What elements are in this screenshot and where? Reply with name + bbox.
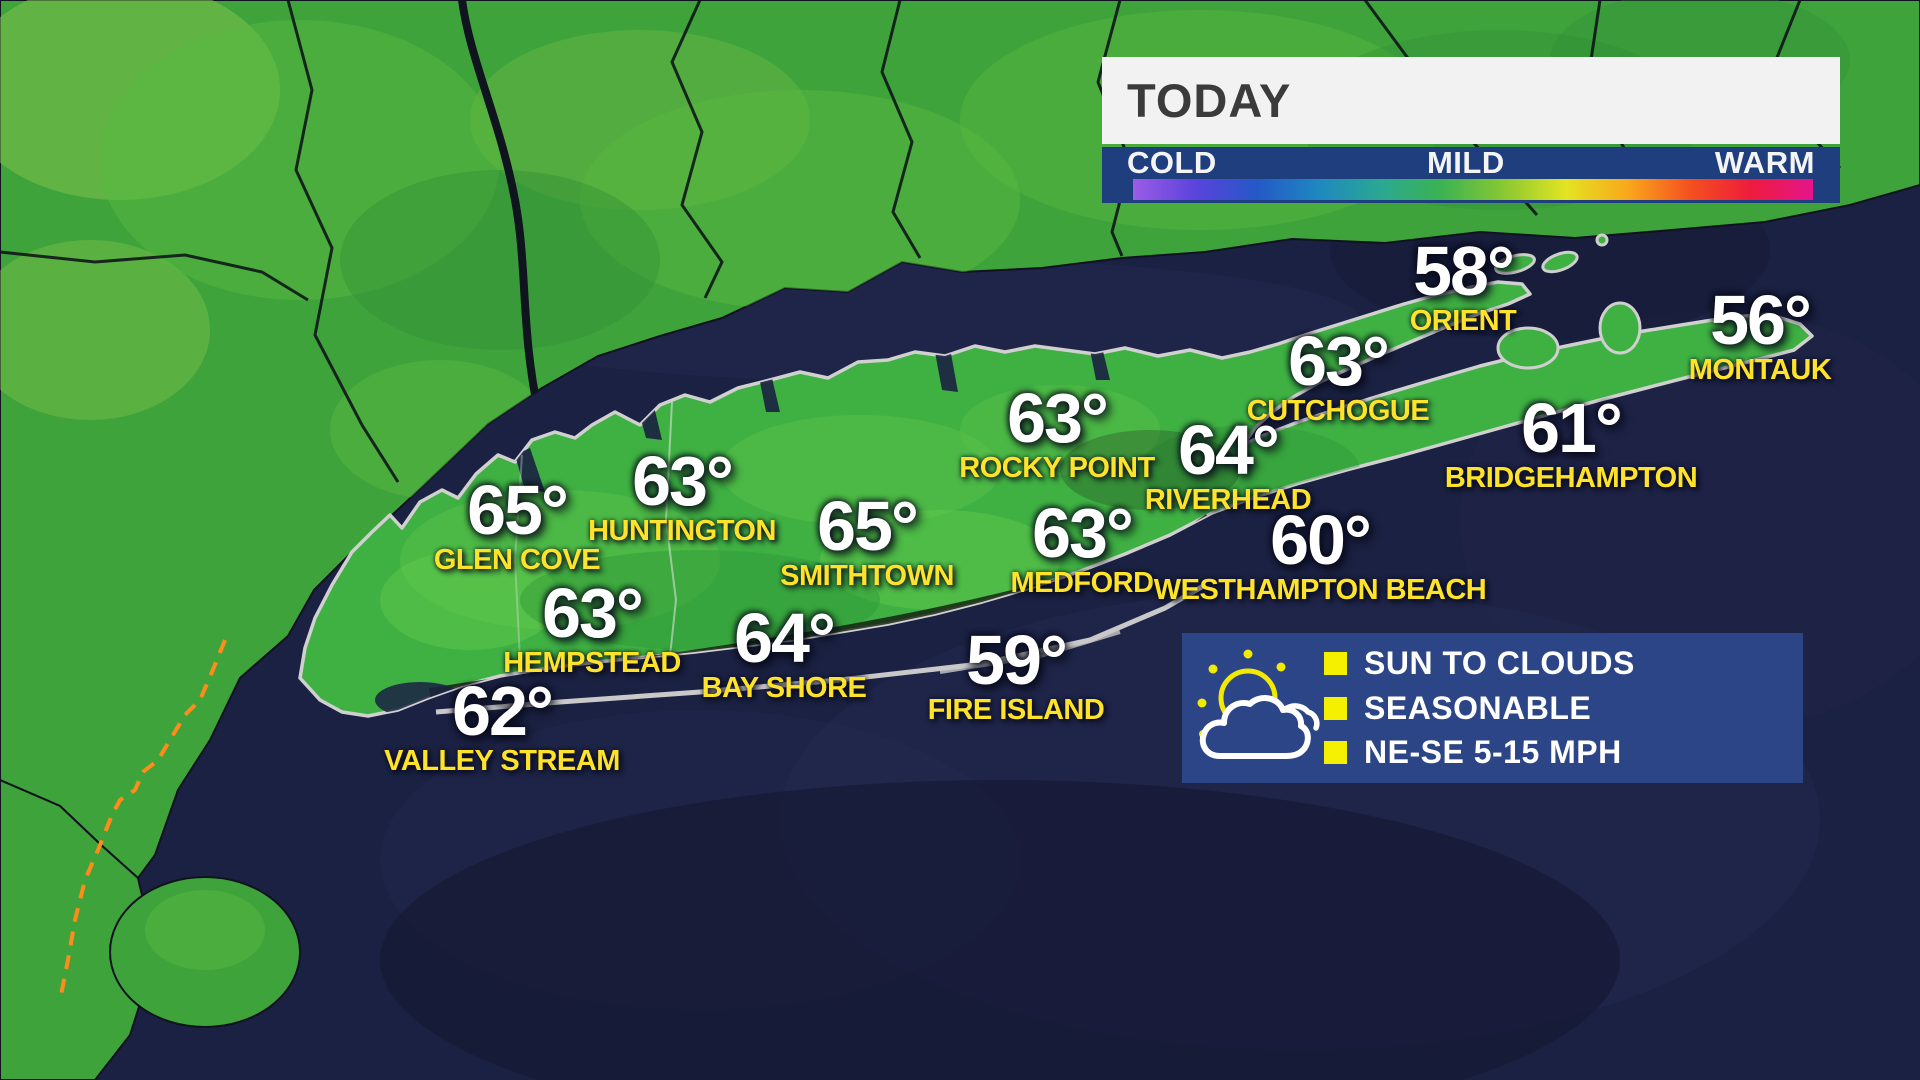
forecast-row: SEASONABLE — [1324, 690, 1795, 727]
forecast-items: SUN TO CLOUDS SEASONABLE NE-SE 5-15 MPH — [1324, 645, 1795, 771]
station-westhampton-beach: 60° WESTHAMPTON BEACH — [1153, 501, 1487, 607]
city-name: BAY SHORE — [701, 672, 867, 705]
state-boundary-orange-line — [58, 639, 227, 1001]
scale-label-warm: WARM — [1714, 145, 1815, 180]
forecast-row: SUN TO CLOUDS — [1324, 645, 1795, 682]
station-orient: 58° ORIENT — [1409, 232, 1517, 338]
temperature-value: 63° — [1288, 322, 1390, 400]
scale-label-cold: COLD — [1127, 145, 1217, 180]
station-rocky-point: 63° ROCKY POINT — [959, 379, 1155, 485]
temperature-value: 63° — [632, 442, 734, 520]
page-title: TODAY — [1127, 74, 1292, 127]
temperature-value: 59° — [966, 621, 1068, 699]
city-name: BRIDGEHAMPTON — [1444, 462, 1698, 495]
city-name: MEDFORD — [1010, 567, 1154, 600]
temperature-value: 65° — [467, 471, 569, 549]
station-huntington: 63° HUNTINGTON — [588, 442, 776, 548]
station-montauk: 56° MONTAUK — [1688, 281, 1832, 387]
temperature-value: 56° — [1710, 281, 1812, 359]
city-name: ORIENT — [1409, 305, 1517, 338]
temperature-gradient-strip — [1133, 179, 1813, 200]
forecast-text: SEASONABLE — [1364, 689, 1592, 726]
station-bay-shore: 64° BAY SHORE — [701, 599, 867, 705]
temperature-value: 65° — [817, 487, 919, 565]
city-name: FIRE ISLAND — [927, 694, 1105, 727]
city-name: CUTCHOGUE — [1246, 395, 1430, 428]
station-riverhead: 64° RIVERHEAD — [1144, 411, 1312, 517]
bullet-square-icon — [1324, 652, 1347, 675]
city-name: WESTHAMPTON BEACH — [1153, 574, 1487, 607]
temperature-value: 64° — [734, 599, 836, 677]
forecast-summary-box: SUN TO CLOUDS SEASONABLE NE-SE 5-15 MPH — [1182, 633, 1803, 783]
city-name: MONTAUK — [1688, 354, 1832, 387]
forecast-row: NE-SE 5-15 MPH — [1324, 734, 1795, 771]
city-name: SMITHTOWN — [780, 560, 954, 593]
forecast-text: SUN TO CLOUDS — [1364, 645, 1635, 681]
sun-behind-cloud-icon — [1197, 649, 1320, 759]
station-fire-island: 59° FIRE ISLAND — [927, 621, 1105, 727]
temperature-value: 58° — [1413, 232, 1515, 310]
temperature-value: 64° — [1178, 411, 1280, 489]
temperature-value: 61° — [1521, 389, 1623, 467]
city-name: GLEN COVE — [433, 544, 601, 577]
scale-label-mild: MILD — [1426, 145, 1505, 180]
city-name: VALLEY STREAM — [384, 745, 620, 778]
today-header-box: TODAY — [1102, 57, 1840, 144]
temperature-scale-bar: COLD MILD WARM — [1102, 147, 1840, 203]
river-line — [458, 0, 544, 421]
temperature-value: 63° — [1007, 379, 1109, 457]
temperature-value: 63° — [1032, 494, 1134, 572]
station-hempstead: 63° HEMPSTEAD — [503, 574, 681, 680]
station-cutchogue: 63° CUTCHOGUE — [1246, 322, 1430, 428]
bullet-square-icon — [1324, 696, 1347, 720]
station-smithtown: 65° SMITHTOWN — [780, 487, 954, 593]
forecast-text: NE-SE 5-15 MPH — [1364, 734, 1622, 770]
station-glen-cove: 65° GLEN COVE — [433, 471, 601, 577]
temperature-value: 62° — [452, 672, 554, 750]
city-name: ROCKY POINT — [959, 452, 1155, 485]
station-bridgehampton: 61° BRIDGEHAMPTON — [1444, 389, 1698, 495]
city-name: HEMPSTEAD — [503, 647, 681, 680]
barrier-islands — [435, 582, 1207, 715]
city-name: RIVERHEAD — [1144, 484, 1312, 517]
station-valley-stream: 62° VALLEY STREAM — [384, 672, 620, 778]
city-name: HUNTINGTON — [588, 515, 776, 548]
east-end-islands — [1494, 233, 1642, 370]
temperature-value: 60° — [1270, 501, 1372, 579]
temperature-value: 63° — [542, 574, 644, 652]
bullet-square-icon — [1324, 741, 1347, 764]
new-jersey-staten-island — [0, 778, 301, 1080]
station-medford: 63° MEDFORD — [1010, 494, 1154, 600]
